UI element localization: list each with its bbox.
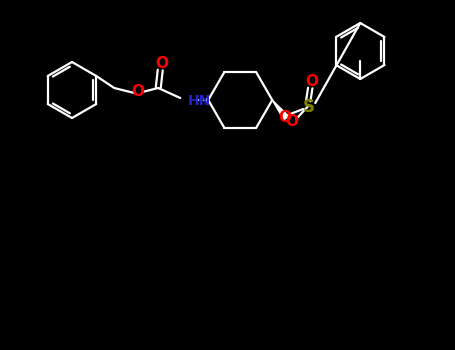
Text: HN: HN bbox=[188, 94, 212, 108]
Text: S: S bbox=[303, 98, 315, 116]
Text: O: O bbox=[306, 75, 319, 90]
Text: O: O bbox=[286, 113, 299, 128]
Polygon shape bbox=[272, 100, 288, 120]
Text: O: O bbox=[279, 110, 292, 125]
Text: O: O bbox=[156, 56, 169, 71]
Text: O: O bbox=[132, 84, 145, 99]
